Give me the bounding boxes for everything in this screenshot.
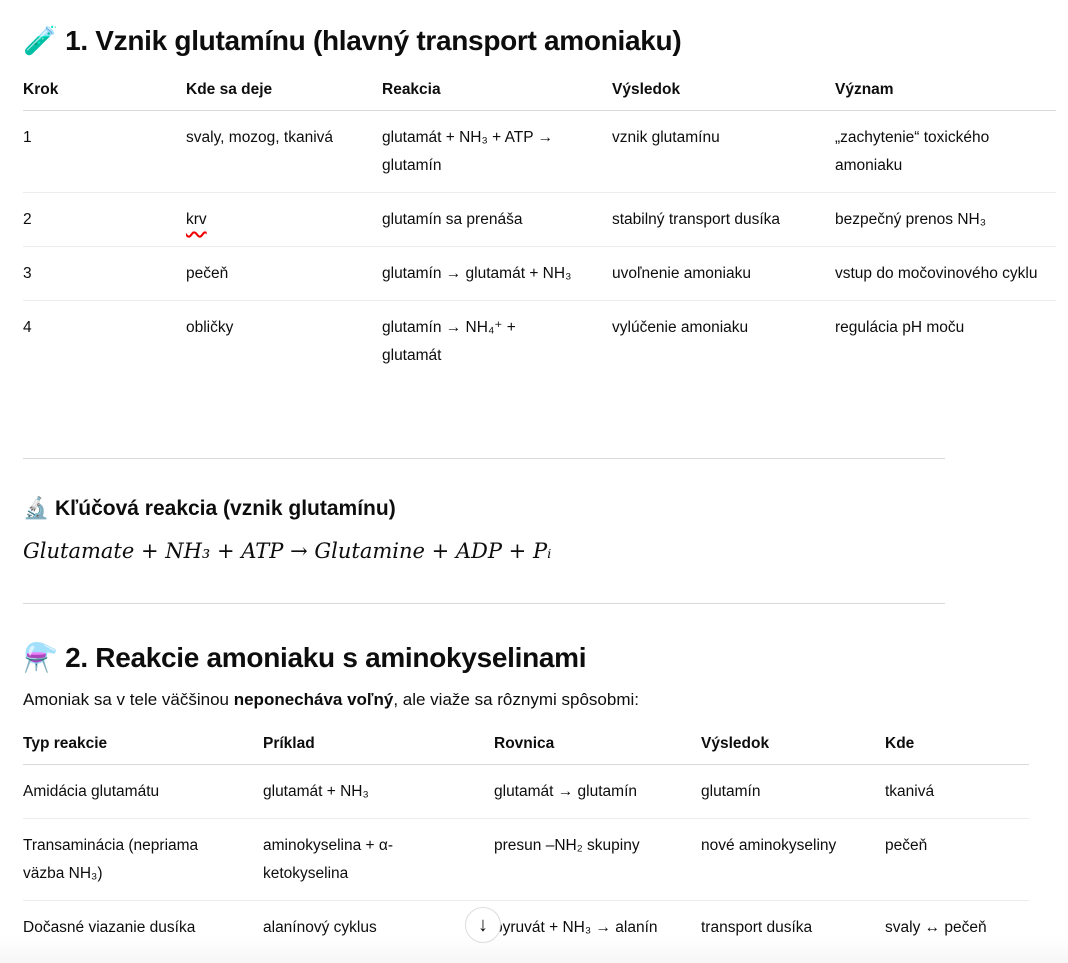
cell: „zachytenie“ toxického amoniaku: [835, 110, 1056, 193]
cell: aminokyselina + α-ketokyselina: [263, 818, 494, 901]
table-row: 1 svaly, mozog, tkanivá glutamát + NH₃ + A…: [23, 110, 1056, 193]
test-tube-icon: 🧪: [23, 25, 58, 56]
column-header: Kde sa deje: [186, 76, 382, 111]
cell: glutamát + NH₃: [263, 764, 494, 819]
table-header-row: Typ reakcie Príklad Rovnica Výsledok Kde: [23, 730, 1029, 765]
section1-heading: 🧪 1. Vznik glutamínu (hlavný transport a…: [23, 25, 682, 56]
cell: presun –NH₂ skupiny: [494, 818, 701, 901]
divider: [23, 603, 945, 604]
cell: krv: [186, 192, 382, 247]
column-header: Krok: [23, 76, 186, 111]
arrow-down-icon: ↓: [478, 914, 488, 936]
cell: tkanivá: [885, 764, 1029, 819]
column-header: Príklad: [263, 730, 494, 765]
cell: svaly, mozog, tkanivá: [186, 110, 382, 193]
cell: glutamín sa prenáša: [382, 192, 612, 247]
table-row: 4 obličky glutamín → NH₄⁺ + glutamát vylúče…: [23, 301, 1056, 383]
section2-intro: Amoniak sa v tele väčšinou neponecháva v…: [23, 690, 639, 709]
cell: vznik glutamínu: [612, 110, 835, 193]
cell: alanínový cyklus: [263, 919, 377, 936]
cell: glutamát + NH₃ + ATP → glutamín: [382, 110, 612, 193]
divider: [23, 458, 945, 459]
column-header: Výsledok: [701, 730, 885, 765]
cell: Dočasné viazanie dusíka: [23, 919, 196, 936]
column-header: Kde: [885, 730, 1029, 765]
cell: nové aminokyseliny: [701, 818, 885, 901]
table-header-row: Krok Kde sa deje Reakcia Výsledok Význam: [23, 76, 1056, 111]
spellcheck-word: krv: [186, 211, 207, 228]
column-header: Reakcia: [382, 76, 612, 111]
glutamine-table: Krok Kde sa deje Reakcia Výsledok Význam…: [23, 76, 1056, 382]
scroll-to-bottom-button[interactable]: ↓: [465, 907, 501, 943]
column-header: Výsledok: [612, 76, 835, 111]
cell: glutamín → glutamát + NH₃: [382, 246, 612, 301]
cell: glutamín → NH₄⁺ + glutamát: [382, 319, 516, 364]
cell: transport dusíka: [701, 919, 813, 936]
cell: vstup do močovinového cyklu: [835, 246, 1056, 301]
cell: pečeň: [885, 818, 1029, 901]
cell: 3: [23, 246, 186, 301]
cell: Transaminácia (nepriama väzba NH₃): [23, 818, 263, 901]
alembic-icon: ⚗️: [23, 642, 58, 673]
cell: vylúčenie amoniaku: [612, 319, 749, 336]
section2-heading: ⚗️ 2. Reakcie amoniaku s aminokyselinami: [23, 642, 587, 673]
bottom-fade: [0, 935, 1068, 963]
column-header: Typ reakcie: [23, 730, 263, 765]
cell: pečeň: [186, 246, 382, 301]
cell: obličky: [186, 319, 234, 336]
column-header: Význam: [835, 76, 1056, 111]
cell: stabilný transport dusíka: [612, 192, 835, 247]
table-row: Dočasné viazanie dusíka alanínový cyklus p…: [23, 901, 1029, 955]
cell: 4: [23, 319, 32, 336]
cell: 2: [23, 192, 186, 247]
cell: regulácia pH moču: [835, 319, 965, 336]
cell: svaly ↔ pečeň: [885, 919, 987, 936]
cell: Amidácia glutamátu: [23, 764, 263, 819]
cell: 1: [23, 110, 186, 193]
cell: bezpečný prenos NH₃: [835, 192, 1056, 247]
cell: pyruvát + NH₃ → alanín: [494, 919, 658, 936]
key-reaction-equation: Glutamate + NH₃ + ATP → Glutamine + ADP …: [23, 539, 552, 563]
cell: glutamát → glutamín: [494, 764, 701, 819]
table-row: Transaminácia (nepriama väzba NH₃) aminok…: [23, 818, 1029, 901]
reactions-table: Typ reakcie Príklad Rovnica Výsledok Kde…: [23, 730, 1029, 954]
table-row: Amidácia glutamátu glutamát + NH₃ glutamát…: [23, 764, 1029, 819]
cell: glutamín: [701, 764, 885, 819]
column-header: Rovnica: [494, 730, 701, 765]
reaction-text: glutamín sa prenáša: [382, 211, 523, 228]
key-reaction-heading: 🔬 Kľúčová reakcia (vznik glutamínu): [23, 497, 396, 520]
table-row: 2 krv glutamín sa prenáša stabilný transpor…: [23, 192, 1056, 247]
cell: uvoľnenie amoniaku: [612, 246, 835, 301]
microscope-icon: 🔬: [23, 497, 50, 520]
table-row: 3 pečeň glutamín → glutamát + NH₃ uvoľnenie…: [23, 246, 1056, 301]
